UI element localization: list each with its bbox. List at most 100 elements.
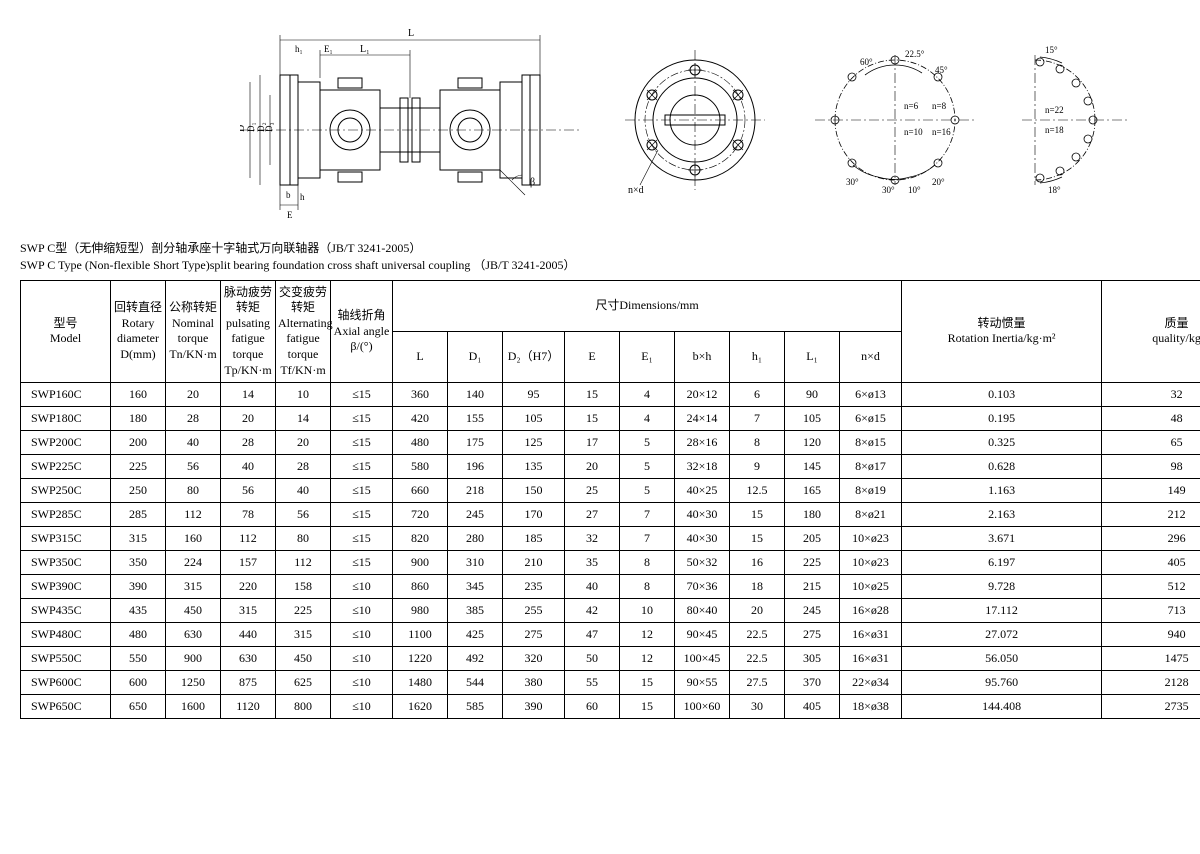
cell-D: 480: [111, 623, 166, 647]
cell-inertia: 9.728: [902, 575, 1102, 599]
cell-D2: 380: [503, 671, 565, 695]
cell-E1: 7: [620, 503, 675, 527]
cell-Tp: 20: [221, 407, 276, 431]
cell-D: 315: [111, 527, 166, 551]
cell-L1: 90: [785, 383, 840, 407]
drawings-row: L L₁ E₁ h₁ D D₁ D₂ D₃ E b β h: [240, 20, 1180, 220]
cell-E1: 7: [620, 527, 675, 551]
bolt-pattern-1-svg: 60° 22.5° 45° 30° 30° 10° 20° n=6 n=8 n=…: [810, 45, 980, 195]
cell-D1: 218: [448, 479, 503, 503]
cell-D2: 95: [503, 383, 565, 407]
cell-L: 580: [393, 455, 448, 479]
cell-h1: 30: [730, 695, 785, 719]
cell-D: 250: [111, 479, 166, 503]
bolt-pattern-1: 60° 22.5° 45° 30° 30° 10° 20° n=6 n=8 n=…: [810, 45, 980, 195]
cell-nxd: 8×ø17: [840, 455, 902, 479]
cell-Tf: 20: [276, 431, 331, 455]
cell-Tf: 14: [276, 407, 331, 431]
cell-nxd: 16×ø31: [840, 647, 902, 671]
cell-L1: 405: [785, 695, 840, 719]
cell-E1: 5: [620, 431, 675, 455]
table-row: SWP315C31516011280≤1582028018532740×3015…: [21, 527, 1200, 551]
cell-bxh: 90×45: [675, 623, 730, 647]
cell-L1: 205: [785, 527, 840, 551]
cell-quality: 296: [1102, 527, 1200, 551]
cell-L: 1220: [393, 647, 448, 671]
dim-b: b: [286, 190, 291, 200]
cell-bxh: 40×30: [675, 527, 730, 551]
cell-E: 17: [565, 431, 620, 455]
cell-angle: ≤15: [331, 503, 393, 527]
cell-D: 285: [111, 503, 166, 527]
cell-D1: 196: [448, 455, 503, 479]
dim-L: L: [408, 28, 414, 39]
cell-D1: 544: [448, 671, 503, 695]
cell-Tf: 10: [276, 383, 331, 407]
cell-D: 225: [111, 455, 166, 479]
cell-h1: 6: [730, 383, 785, 407]
cell-D1: 385: [448, 599, 503, 623]
cell-angle: ≤10: [331, 695, 393, 719]
cell-h1: 8: [730, 431, 785, 455]
cell-model: SWP435C: [21, 599, 111, 623]
hdr-E: E: [565, 331, 620, 382]
hdr-alternating: 交变疲劳转矩AlternatingfatiguetorqueTf/KN·m: [276, 280, 331, 383]
cell-Tf: 225: [276, 599, 331, 623]
cell-bxh: 70×36: [675, 575, 730, 599]
cell-Tn: 1600: [166, 695, 221, 719]
cell-bxh: 20×12: [675, 383, 730, 407]
cell-bxh: 100×45: [675, 647, 730, 671]
cell-D2: 320: [503, 647, 565, 671]
cell-E: 27: [565, 503, 620, 527]
cell-D2: 235: [503, 575, 565, 599]
hdr-h1: h₁: [730, 331, 785, 382]
cell-D1: 345: [448, 575, 503, 599]
cell-Tp: 28: [221, 431, 276, 455]
hdr-axial: 轴线折角Axial angleβ/(°): [331, 280, 393, 383]
cell-L1: 245: [785, 599, 840, 623]
cell-nxd: 8×ø21: [840, 503, 902, 527]
cell-Tn: 1250: [166, 671, 221, 695]
table-head: 型号Model 回转直径RotarydiameterD(mm) 公称转矩Nomi…: [21, 280, 1200, 383]
cell-angle: ≤10: [331, 647, 393, 671]
dim-h1: h₁: [295, 44, 303, 54]
cell-h1: 22.5: [730, 623, 785, 647]
cell-D: 200: [111, 431, 166, 455]
cell-E: 20: [565, 455, 620, 479]
dim-D1: D₁: [246, 122, 256, 132]
cell-nxd: 18×ø38: [840, 695, 902, 719]
cell-h1: 16: [730, 551, 785, 575]
ang-30a: 30°: [846, 177, 859, 187]
cell-D1: 310: [448, 551, 503, 575]
table-row: SWP180C180282014≤1542015510515424×147105…: [21, 407, 1200, 431]
cell-model: SWP160C: [21, 383, 111, 407]
cell-Tp: 875: [221, 671, 276, 695]
table-row: SWP160C160201410≤153601409515420×126906×…: [21, 383, 1200, 407]
cell-E1: 8: [620, 575, 675, 599]
cell-D: 180: [111, 407, 166, 431]
cell-Tp: 14: [221, 383, 276, 407]
cell-quality: 940: [1102, 623, 1200, 647]
cell-bxh: 28×16: [675, 431, 730, 455]
cell-E1: 4: [620, 407, 675, 431]
cell-quality: 48: [1102, 407, 1200, 431]
cell-Tn: 315: [166, 575, 221, 599]
dim-L1: L₁: [360, 44, 370, 55]
cell-bxh: 40×25: [675, 479, 730, 503]
hdr-nxd: n×d: [840, 331, 902, 382]
cell-bxh: 100×60: [675, 695, 730, 719]
cell-L: 820: [393, 527, 448, 551]
cell-inertia: 0.195: [902, 407, 1102, 431]
hdr-E1: E₁: [620, 331, 675, 382]
cell-Tn: 56: [166, 455, 221, 479]
cell-D2: 150: [503, 479, 565, 503]
cell-h1: 15: [730, 503, 785, 527]
cell-inertia: 3.671: [902, 527, 1102, 551]
hdr-quality: 质量quality/kg: [1102, 280, 1200, 383]
cell-Tf: 158: [276, 575, 331, 599]
cell-quality: 65: [1102, 431, 1200, 455]
cell-E1: 15: [620, 695, 675, 719]
cell-D1: 140: [448, 383, 503, 407]
cell-quality: 32: [1102, 383, 1200, 407]
cell-bxh: 32×18: [675, 455, 730, 479]
